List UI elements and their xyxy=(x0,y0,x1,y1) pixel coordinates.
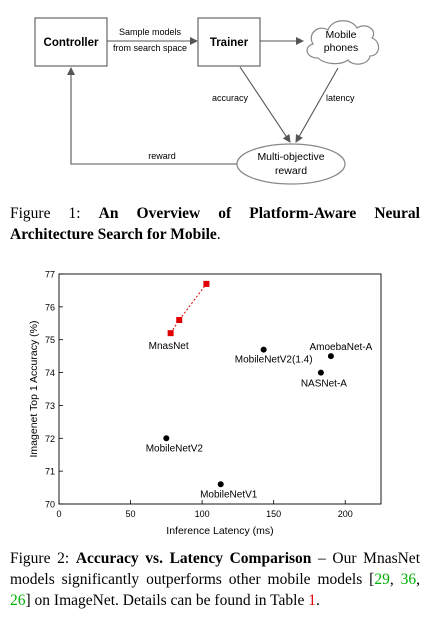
mnasnet-point xyxy=(167,330,174,337)
figure1-caption: Figure 1: An Overview of Platform-Aware … xyxy=(10,203,420,245)
y-tick-label: 72 xyxy=(45,434,55,444)
citation-link-29[interactable]: 29 xyxy=(374,571,390,588)
model-label: MobileNetV1 xyxy=(200,489,258,500)
figure2-caption-label: Figure 2: xyxy=(10,550,76,567)
model-label: MobileNetV2(1.4) xyxy=(235,355,313,366)
reward-label: reward xyxy=(148,151,176,161)
figure1-caption-title: An Overview of Platform-Aware Neural Arc… xyxy=(10,205,420,243)
model-point xyxy=(217,481,224,488)
citation-link-26[interactable]: 26 xyxy=(10,592,26,609)
table-link-1[interactable]: 1 xyxy=(308,592,316,609)
mnasnet-point xyxy=(203,280,210,287)
y-tick-label: 75 xyxy=(45,335,55,345)
objective-label-2: reward xyxy=(275,165,307,177)
model-point xyxy=(327,353,334,360)
mnasnet-label: MnasNet xyxy=(149,341,189,352)
y-tick-label: 74 xyxy=(45,368,55,378)
plot-frame xyxy=(58,273,382,505)
x-tick-label: 100 xyxy=(195,509,210,519)
mnasnet-point xyxy=(176,317,183,323)
x-tick-label: 0 xyxy=(56,509,61,519)
mnasnet-line xyxy=(170,283,207,334)
trainer-label: Trainer xyxy=(210,37,249,49)
y-tick-label: 70 xyxy=(45,500,55,510)
mobile-phones-cloud xyxy=(306,20,380,65)
citation-link-36[interactable]: 36 xyxy=(400,571,417,588)
x-tick-label: 150 xyxy=(266,509,281,519)
figure1-caption-end: . xyxy=(216,226,221,243)
mobile-label-2: phones xyxy=(324,42,358,54)
model-point xyxy=(163,435,170,442)
controller-box xyxy=(34,17,108,67)
model-label: MobileNetV2 xyxy=(146,443,204,454)
figure2-caption-text-2: ] on ImageNet. Details can be found in T… xyxy=(25,592,309,609)
latency-label: latency xyxy=(326,93,355,103)
multi-objective-ellipse xyxy=(236,143,346,185)
trainer-box xyxy=(197,17,261,67)
figure2-caption-title: Accuracy vs. Latency Comparison xyxy=(75,550,312,567)
model-point xyxy=(260,346,267,353)
citation-sep-1: , xyxy=(389,571,401,588)
figure2-caption-text: – Our MnasNet models significantly outpe… xyxy=(10,550,420,588)
model-point xyxy=(317,369,324,376)
mobile-label-1: Mobile xyxy=(326,29,357,41)
sample-label-2: from search space xyxy=(113,43,187,53)
x-tick-label: 50 xyxy=(126,509,136,519)
accuracy-arrow xyxy=(239,66,291,143)
accuracy-latency-chart: 70 71 72 73 74 75 76 77 0 50 100 150 200 MnasNet Mob… xyxy=(28,270,382,537)
model-label: NASNet-A xyxy=(301,379,347,390)
y-tick-label: 73 xyxy=(45,401,55,411)
controller-label: Controller xyxy=(44,37,99,49)
objective-label-1: Multi-objective xyxy=(257,151,324,163)
sample-label-1: Sample models xyxy=(119,27,182,37)
figure1-svg: Controller Trainer Mobile phones Sample … xyxy=(34,17,380,185)
model-label: AmoebaNet-A xyxy=(310,342,373,353)
y-tick-label: 77 xyxy=(45,270,55,280)
y-axis-label: Imagenet Top 1 Accuracy (%) xyxy=(28,321,40,458)
figure1-diagram: Controller Trainer Mobile phones Sample … xyxy=(0,0,430,200)
citation-sep-2: , xyxy=(416,571,421,588)
reward-arrow xyxy=(67,67,237,165)
latency-arrow xyxy=(295,67,339,143)
figure2-caption: Figure 2: Accuracy vs. Latency Compariso… xyxy=(10,548,420,611)
x-axis-label: Inference Latency (ms) xyxy=(166,525,273,537)
y-tick-label: 76 xyxy=(45,302,55,312)
figure2-caption-end: . xyxy=(315,592,320,609)
y-tick-label: 71 xyxy=(45,467,55,477)
figure1-caption-label: Figure 1: xyxy=(10,205,99,222)
accuracy-label: accuracy xyxy=(212,93,249,103)
figure2-chart: 70 71 72 73 74 75 76 77 0 50 100 150 200 MnasNet Mob… xyxy=(0,258,430,540)
x-tick-label: 200 xyxy=(338,509,353,519)
